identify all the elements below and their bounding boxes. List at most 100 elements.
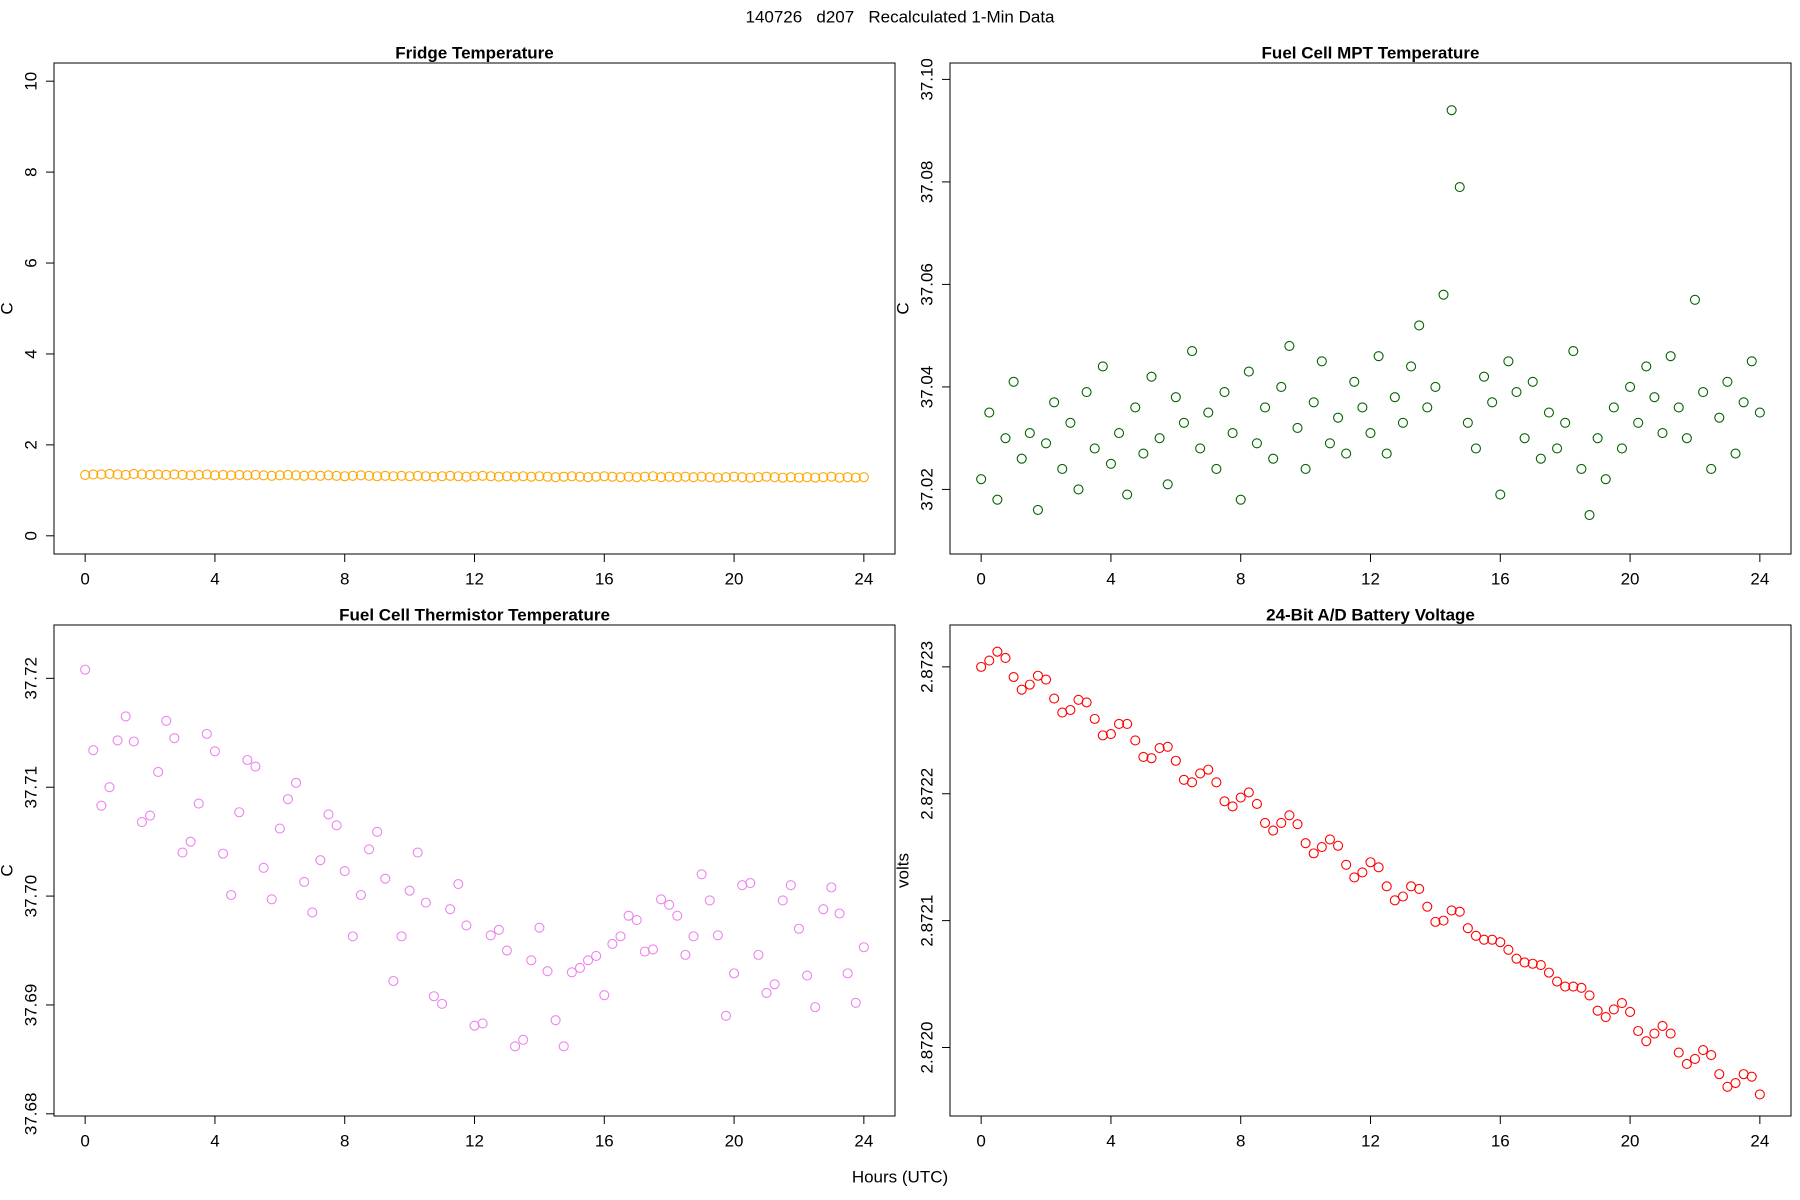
data-point xyxy=(615,931,626,942)
data-point xyxy=(510,1041,521,1052)
data-point xyxy=(1389,392,1400,403)
data-point xyxy=(680,949,691,960)
x-tick-label: 20 xyxy=(1621,569,1640,588)
data-point xyxy=(1049,693,1060,704)
data-point xyxy=(380,470,391,481)
data-point xyxy=(1024,427,1035,439)
data-point xyxy=(1730,448,1741,459)
data-point xyxy=(542,966,553,977)
panel-title: Fridge Temperature xyxy=(395,43,553,62)
data-point xyxy=(80,664,91,675)
data-point xyxy=(388,975,399,987)
data-point xyxy=(574,962,585,973)
data-point xyxy=(428,471,439,482)
data-point xyxy=(984,655,995,666)
data-point xyxy=(1373,351,1384,362)
data-point xyxy=(258,862,269,873)
data-point xyxy=(445,470,456,481)
data-point xyxy=(1300,838,1311,849)
data-point xyxy=(1089,443,1100,454)
data-point xyxy=(282,469,293,480)
data-point xyxy=(1089,713,1100,724)
data-point xyxy=(1211,463,1222,474)
y-tick-label: 2 xyxy=(21,440,40,449)
x-tick-label: 12 xyxy=(1361,1131,1380,1150)
data-point xyxy=(1560,981,1571,992)
data-point xyxy=(1681,1058,1692,1070)
data-point xyxy=(290,777,302,788)
data-point xyxy=(1430,916,1441,927)
data-point xyxy=(1422,901,1433,912)
data-point xyxy=(274,470,285,481)
data-point xyxy=(1738,397,1749,408)
y-axis-label: volts xyxy=(893,853,912,888)
data-point xyxy=(729,968,740,979)
data-point xyxy=(501,471,512,482)
y-tick-label: 8 xyxy=(21,167,40,176)
data-point xyxy=(1097,361,1108,372)
y-tick-label: 37.10 xyxy=(917,58,936,101)
data-point xyxy=(104,782,115,793)
data-point xyxy=(1365,427,1376,439)
data-point xyxy=(607,938,618,950)
x-tick-label: 24 xyxy=(854,569,873,588)
data-point xyxy=(290,470,302,481)
data-point xyxy=(834,908,845,919)
data-point xyxy=(558,1041,569,1052)
data-point xyxy=(1251,438,1262,449)
data-point xyxy=(1268,825,1279,836)
data-point xyxy=(1333,412,1344,423)
figure-title: 140726 d207 Recalculated 1-Min Data xyxy=(745,7,1055,26)
data-point xyxy=(1195,768,1206,779)
data-point xyxy=(217,469,229,480)
x-tick-label: 16 xyxy=(595,569,614,588)
data-point xyxy=(1235,792,1246,803)
data-point xyxy=(437,998,448,1009)
data-point xyxy=(347,470,358,481)
y-tick-label: 6 xyxy=(21,258,40,267)
data-point xyxy=(558,471,569,482)
data-point xyxy=(574,471,585,482)
data-point xyxy=(161,715,172,726)
data-point xyxy=(1722,376,1733,387)
data-point xyxy=(1527,958,1538,969)
data-point xyxy=(1487,397,1498,408)
data-point xyxy=(1324,834,1335,845)
data-point xyxy=(1113,718,1125,730)
data-point xyxy=(1584,509,1595,521)
data-point xyxy=(144,469,156,480)
data-point xyxy=(664,899,675,910)
data-point xyxy=(177,847,188,858)
data-point xyxy=(1097,730,1108,741)
data-point xyxy=(1576,463,1587,474)
data-point xyxy=(112,469,123,480)
data-point xyxy=(664,471,675,482)
data-point xyxy=(1381,881,1392,892)
data-point xyxy=(1714,1069,1725,1080)
data-point xyxy=(1235,494,1246,505)
data-point xyxy=(420,897,431,908)
x-tick-label: 16 xyxy=(1491,1131,1510,1150)
data-point xyxy=(1519,957,1530,968)
data-point xyxy=(266,470,277,481)
data-point xyxy=(688,931,699,942)
data-point xyxy=(1616,998,1628,1009)
data-point xyxy=(631,914,642,926)
data-point xyxy=(777,472,788,483)
data-point xyxy=(1073,484,1084,495)
data-point xyxy=(1260,817,1271,828)
data-point xyxy=(396,931,407,942)
data-point xyxy=(526,955,537,966)
data-point xyxy=(315,470,326,481)
data-point xyxy=(1527,376,1538,387)
data-point xyxy=(1649,392,1660,403)
data-point xyxy=(242,470,253,481)
data-point xyxy=(153,469,164,480)
data-point xyxy=(120,711,131,722)
data-point xyxy=(1462,923,1473,934)
data-point xyxy=(729,471,740,482)
data-point xyxy=(1698,386,1709,398)
data-point xyxy=(1170,392,1181,403)
data-point xyxy=(1251,798,1262,809)
data-point xyxy=(1625,381,1636,392)
